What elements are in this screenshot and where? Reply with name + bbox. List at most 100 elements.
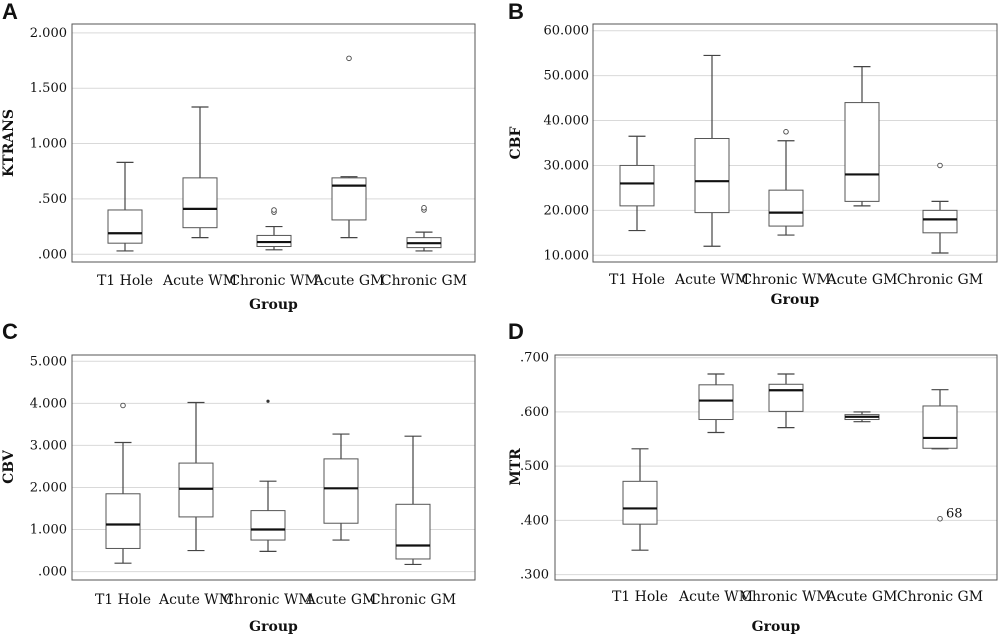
panel-label-d: D [508, 319, 524, 344]
y-axis-title-d: MTR [508, 448, 524, 486]
box-c-3 [250, 399, 286, 553]
chart-b: 10.000 20.000 30.000 40.000 50.000 60.000 CBF G… [508, 23, 998, 308]
box-d-3 [768, 373, 804, 429]
y-tick-label-a: .000 [38, 247, 67, 262]
panel-label-b: B [508, 0, 524, 24]
x-category-label-a: T1 Hole [97, 273, 153, 289]
y-tick-label-d: .300 [520, 568, 549, 583]
box-b-5 [922, 162, 958, 254]
y-tick-label-d: .400 [520, 513, 549, 528]
y-tick-label-d: .700 [520, 351, 549, 366]
box-b-3 [768, 129, 804, 236]
box-a-5 [406, 205, 442, 252]
box-c-2 [178, 401, 214, 552]
y-axis-title-c: CBV [1, 449, 17, 484]
x-category-label-b: T1 Hole [609, 272, 665, 288]
y-tick-label-d: .500 [520, 459, 549, 474]
x-category-label-b: Chronic GM [897, 272, 983, 288]
iqr-box [256, 234, 292, 248]
iqr-box [844, 102, 880, 202]
x-axis-title-d: Group [752, 619, 801, 634]
box-d-2 [698, 373, 734, 434]
x-category-label-c: Chronic WM [223, 592, 312, 608]
y-tick-label-c: 2.000 [30, 480, 67, 495]
outlier-point [421, 205, 427, 211]
y-tick-label-a: .500 [38, 192, 67, 207]
x-category-label-a: Chronic WM [229, 273, 318, 289]
x-category-label-b: Acute GM [826, 272, 898, 288]
iqr-box [694, 138, 730, 214]
box-a-3 [256, 207, 292, 251]
iqr-box [105, 493, 141, 549]
x-category-label-b: Acute WM [674, 272, 749, 288]
outlier-point [120, 402, 126, 409]
x-category-label-c: Acute WM [158, 592, 233, 608]
x-axis-title-b: Group [771, 292, 820, 308]
chart-c: .000 1.000 2.000 3.000 4.000 5.000 CBV Group T1 … [1, 354, 476, 634]
y-tick-label-c: 1.000 [30, 523, 67, 538]
y-tick-label-b: 40.000 [544, 114, 590, 129]
panel-label-a: A [2, 0, 18, 24]
y-tick-label-a: 1.500 [30, 81, 67, 96]
y-axis-title-a: KTRANS [1, 109, 17, 177]
iqr-box [619, 164, 655, 207]
y-tick-label-a: 1.000 [30, 137, 67, 152]
box-d-1 [622, 448, 658, 551]
outlier-point [271, 207, 277, 213]
y-tick-label-c: 3.000 [30, 438, 67, 453]
panel-label-c: C [2, 319, 18, 344]
x-category-label-c: T1 Hole [95, 592, 151, 608]
box-c-4 [323, 433, 359, 541]
iqr-box [768, 383, 804, 412]
y-tick-label-d: .600 [520, 405, 549, 420]
x-category-label-a: Chronic GM [381, 273, 467, 289]
x-category-label-b: Chronic WM [741, 272, 830, 288]
x-category-label-c: Chronic GM [370, 592, 456, 608]
box-a-4 [331, 55, 367, 239]
y-tick-label-c: 5.000 [30, 354, 67, 369]
box-b-1 [619, 135, 655, 232]
outlier-point [937, 515, 943, 522]
x-axis-title-a: Group [249, 297, 298, 313]
y-tick-label-c: 4.000 [30, 396, 67, 411]
x-category-label-a: Acute GM [313, 273, 385, 289]
iqr-box [922, 405, 958, 449]
plot-frame-d [554, 354, 998, 581]
x-category-label-d: T1 Hole [612, 589, 668, 605]
x-category-label-a: Acute WM [162, 273, 237, 289]
x-category-label-d: Acute GM [826, 589, 898, 605]
y-tick-label-b: 10.000 [544, 248, 590, 263]
y-tick-label-b: 30.000 [544, 158, 590, 173]
iqr-box [182, 177, 218, 229]
iqr-box [250, 510, 286, 541]
iqr-box [323, 458, 359, 524]
box-d-4 [844, 411, 880, 423]
chart-a: .000 .500 1.000 1.500 2.000 KTRANS Group T1 Hol… [1, 23, 476, 313]
box-a-2 [182, 106, 218, 239]
box-c-5 [395, 435, 431, 566]
box-b-4 [844, 66, 880, 207]
y-tick-label-b: 50.000 [544, 69, 590, 84]
x-category-label-c: Acute GM [305, 592, 377, 608]
x-category-label-d: Chronic WM [741, 589, 830, 605]
iqr-box [622, 480, 658, 525]
extreme-point [266, 399, 270, 403]
outlier-point [937, 162, 943, 169]
y-tick-label-b: 60.000 [544, 24, 590, 39]
chart-d: .300 .400 .500 .600 .700 MTR Group T1 Hole Acute… [508, 351, 998, 634]
plot-frame-b [592, 23, 998, 263]
y-axis-title-b: CBF [508, 126, 524, 159]
x-category-label-d: Acute WM [678, 589, 753, 605]
iqr-box [107, 209, 143, 244]
iqr-box [395, 503, 431, 560]
y-tick-label-a: 2.000 [30, 26, 67, 41]
outlier-point [346, 55, 352, 62]
box-a-1 [107, 161, 143, 252]
box-c-1 [105, 402, 141, 564]
x-category-label-d: Chronic GM [897, 589, 983, 605]
plot-frame-a [71, 23, 476, 263]
outlier-label: 68 [946, 507, 963, 522]
plot-frame-c [71, 354, 476, 581]
box-d-5: 68 [922, 389, 963, 522]
